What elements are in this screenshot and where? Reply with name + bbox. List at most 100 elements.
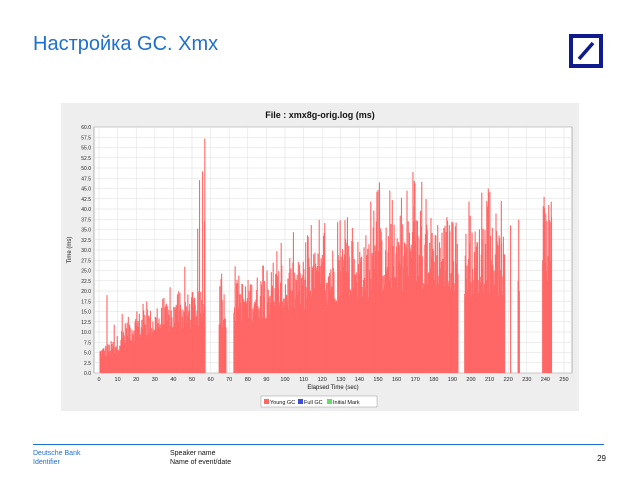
young-gc-bar — [351, 227, 353, 373]
x-tick-label: 210 — [485, 377, 494, 383]
footer-speaker: Speaker name — [170, 450, 216, 457]
young-gc-bar — [268, 297, 270, 373]
young-gc-bar — [450, 273, 452, 373]
young-gc-bar — [174, 307, 176, 373]
y-tick-labels: 0.0 2.5 5.0 7.5 10.0 12.5 15.0 17.5 20.0 22.5 25.0… — [81, 125, 91, 377]
young-gc-bar — [257, 316, 260, 373]
young-gc-bar — [329, 290, 331, 373]
young-gc-bar — [431, 233, 433, 373]
x-tick-label: 200 — [466, 377, 475, 383]
young-gc-bar — [299, 273, 301, 373]
young-gc-bar — [367, 297, 369, 373]
young-gc-bar — [135, 319, 137, 373]
young-gc-bar — [179, 304, 182, 373]
young-gc-bar — [320, 258, 322, 373]
young-gc-bar — [359, 262, 361, 373]
young-gc-bar — [475, 246, 477, 373]
young-gc-bar — [302, 275, 304, 373]
young-gc-bar — [162, 299, 164, 373]
young-gc-bar — [360, 257, 362, 373]
young-gc-bar — [542, 206, 544, 373]
young-gc-bar — [129, 324, 131, 373]
young-gc-bar — [472, 268, 474, 373]
young-gc-bar — [361, 286, 363, 373]
young-gc-bar — [547, 256, 549, 373]
young-gc-bar — [290, 268, 292, 373]
young-gc-bar — [176, 294, 178, 373]
young-gc-bar — [477, 280, 479, 373]
young-gc-bar — [260, 284, 263, 373]
young-gc-bar — [110, 341, 112, 373]
young-gc-bar — [233, 307, 236, 373]
young-gc-bar — [113, 346, 115, 373]
young-gc-bar — [154, 330, 156, 373]
young-gc-bar — [422, 289, 424, 373]
young-gc-bar — [126, 322, 128, 373]
young-gc-bar — [256, 277, 258, 373]
young-gc-bar — [146, 301, 148, 373]
young-gc-bar — [470, 298, 473, 373]
young-gc-bar — [313, 288, 315, 373]
young-gc-bar — [365, 235, 367, 373]
young-gc-bar — [281, 301, 283, 373]
young-gc-bar — [167, 309, 169, 373]
young-gc-bar — [146, 309, 148, 373]
young-gc-bar — [344, 220, 346, 373]
young-gc-bar — [185, 322, 187, 373]
young-gc-bar — [437, 284, 439, 373]
legend-box — [260, 395, 378, 408]
young-gc-bar — [248, 317, 250, 373]
young-gc-bar — [439, 247, 441, 373]
young-gc-bar — [399, 215, 401, 373]
young-gc-bar — [159, 327, 161, 373]
young-gc-bar — [343, 259, 345, 373]
young-gc-bar — [456, 244, 458, 373]
y-tick-label: 35.0 — [81, 228, 91, 234]
young-gc-bar — [184, 266, 186, 373]
young-gc-bar — [491, 266, 493, 373]
young-gc-bar — [251, 284, 253, 373]
young-gc-bar — [453, 283, 455, 373]
legend-swatch-full-gc — [298, 399, 303, 404]
young-gc-bar — [125, 344, 127, 373]
young-gc-bar — [219, 286, 221, 373]
young-gc-bar — [164, 307, 166, 373]
young-gc-bar — [483, 283, 485, 373]
young-gc-bar — [142, 303, 144, 373]
young-gc-bar — [396, 246, 398, 373]
young-gc-bar — [237, 283, 239, 373]
young-gc-bar — [104, 355, 106, 373]
young-gc-bar — [117, 349, 120, 373]
young-gc-bar — [288, 272, 290, 373]
young-gc-bar — [109, 354, 111, 373]
young-gc-bar — [172, 327, 174, 373]
young-gc-bar — [383, 275, 385, 373]
young-gc-bar — [492, 264, 494, 373]
young-gc-bar — [252, 308, 254, 373]
young-gc-bar — [186, 316, 188, 373]
young-gc-bar — [490, 259, 492, 373]
young-gc-bar — [175, 304, 177, 373]
young-gc-bar — [240, 321, 242, 373]
young-gc-bar — [140, 334, 142, 373]
legend-label-young-gc: Young GC — [270, 400, 295, 406]
young-gc-bar — [199, 313, 201, 373]
young-gc-bar — [324, 290, 326, 373]
young-gc-bar — [116, 336, 118, 373]
footer-event: Name of event/date — [170, 459, 232, 466]
young-gc-bar — [246, 303, 248, 373]
young-gc-bar — [478, 229, 480, 373]
young-gc-bar — [197, 228, 199, 373]
young-gc-bar — [262, 265, 264, 373]
young-gc-bar — [493, 270, 495, 373]
young-gc-bar — [103, 350, 105, 373]
young-gc-bar — [377, 189, 379, 373]
young-gc-bar — [134, 321, 136, 373]
young-gc-bar — [420, 226, 422, 373]
young-gc-bar — [173, 306, 175, 373]
young-gc-bar — [189, 319, 191, 373]
young-gc-bar — [417, 235, 419, 373]
young-gc-bar — [364, 277, 366, 373]
young-gc-bar — [315, 267, 317, 373]
young-gc-bar — [135, 324, 137, 373]
